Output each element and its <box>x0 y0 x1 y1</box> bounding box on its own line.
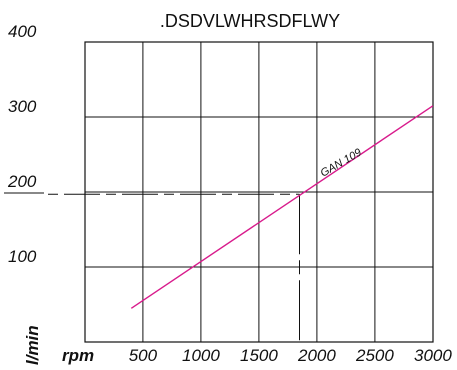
y-tick-label-200: 200 <box>7 172 37 191</box>
x-tick-label-1000: 1000 <box>182 346 220 365</box>
series-layer <box>130 105 434 309</box>
y-tick-label-300: 300 <box>8 97 37 116</box>
tick-label-layer: 100 200 300 400 500 1000 1500 2000 2500 3000 <box>7 22 452 365</box>
x-tick-label-3000: 3000 <box>414 346 452 365</box>
y-tick-label-100: 100 <box>8 247 37 266</box>
reference-layer <box>48 193 300 342</box>
x-tick-label-2000: 2000 <box>297 346 336 365</box>
y-tick-label-400: 400 <box>8 22 37 41</box>
series-line-gan-109 <box>130 105 434 309</box>
x-tick-label-500: 500 <box>129 346 158 365</box>
grid-layer <box>4 42 433 342</box>
chart-title: .DSDVLWHRSDFLWY <box>160 11 340 31</box>
x-tick-label-2500: 2500 <box>355 346 394 365</box>
series-label-gan-109: GAN 109 <box>319 147 364 180</box>
x-axis-unit: rpm <box>62 346 94 365</box>
y-axis-unit: l/min <box>23 325 42 365</box>
x-tick-label-1500: 1500 <box>240 346 278 365</box>
